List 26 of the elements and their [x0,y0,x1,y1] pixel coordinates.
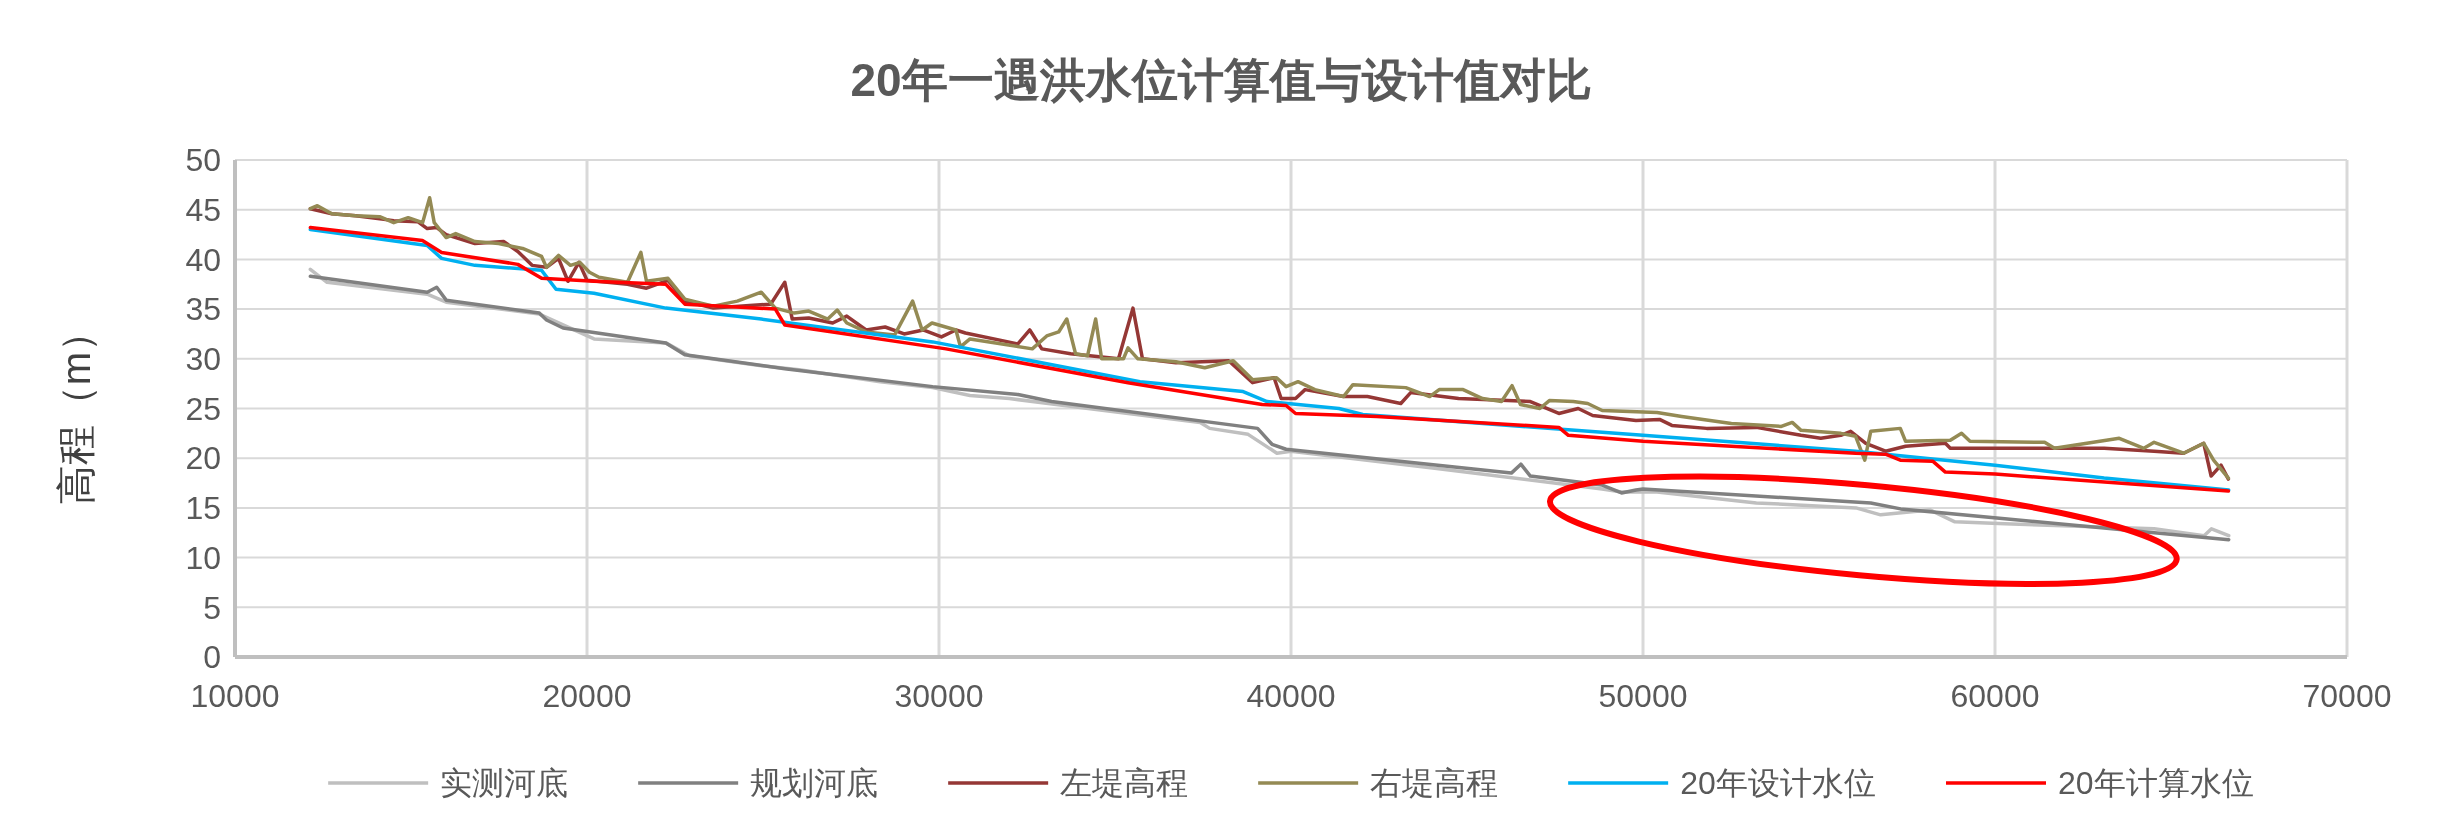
y-tick-label: 35 [185,291,221,328]
legend-label: 实测河底 [440,765,569,802]
y-tick-label: 50 [185,142,221,179]
y-tick-label: 25 [185,390,221,427]
legend-label: 右堤高程 [1370,765,1499,802]
y-tick-label: 45 [185,191,221,228]
x-tick-label: 30000 [894,678,984,714]
x-tick-label: 10000 [190,678,280,714]
x-tick-label: 70000 [2302,678,2392,714]
y-axis-title: 高程（m） [54,311,98,506]
x-tick-label: 60000 [1950,678,2040,714]
y-tick-label: 0 [203,639,221,676]
legend-label: 左堤高程 [1060,765,1189,802]
y-tick-label: 5 [203,589,221,626]
chart-title: 20年一遇洪水位计算值与设计值对比 [850,54,1592,106]
y-tick-label: 20 [185,440,221,477]
x-tick-label: 20000 [542,678,632,714]
y-tick-label: 30 [185,341,221,377]
legend-label: 20年计算水位 [2058,765,2254,802]
x-tick-label: 40000 [1246,678,1336,714]
y-tick-label: 40 [185,241,221,278]
legend-label: 规划河底 [750,765,879,802]
y-tick-label: 10 [185,539,221,576]
y-tick-label: 15 [185,490,221,527]
x-tick-label: 50000 [1598,678,1688,714]
legend-label: 20年设计水位 [1680,765,1876,802]
